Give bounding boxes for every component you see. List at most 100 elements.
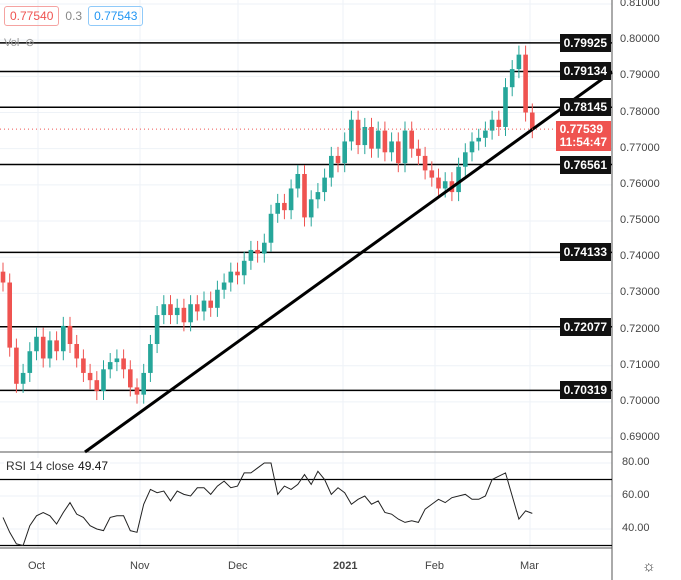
price-tick: 0.73000 xyxy=(620,286,660,299)
price-tick: 0.81000 xyxy=(620,0,660,9)
candle xyxy=(375,130,381,149)
candle xyxy=(315,192,321,200)
candle xyxy=(228,271,234,283)
candle xyxy=(396,141,401,164)
candle xyxy=(255,249,260,254)
candle xyxy=(67,325,73,344)
candle xyxy=(516,54,522,70)
level-price-tag: 0.74133 xyxy=(559,243,611,262)
candle xyxy=(268,213,274,243)
time-tick: Dec xyxy=(228,560,248,572)
candle xyxy=(161,304,167,316)
rsi-tick: 40.00 xyxy=(622,522,650,534)
rsi-label: RSI 14 close xyxy=(6,459,75,473)
candle xyxy=(335,155,341,164)
volume-legend: Vol ⊘ xyxy=(4,36,35,50)
level-price-tag: 0.70319 xyxy=(559,381,611,400)
candle xyxy=(369,126,374,149)
eye-hidden-icon[interactable]: ⊘ xyxy=(25,37,35,49)
candle xyxy=(442,181,448,189)
price-tick: 0.75000 xyxy=(620,214,660,227)
candle xyxy=(215,289,220,308)
rsi-legend: RSI 14 close 49.47 xyxy=(4,458,111,474)
candle xyxy=(329,155,334,178)
candle xyxy=(523,54,528,113)
candle xyxy=(409,130,414,149)
volume-label: Vol xyxy=(4,36,20,49)
candle xyxy=(241,260,247,276)
candle xyxy=(355,119,361,146)
candle xyxy=(342,141,347,164)
candle xyxy=(489,119,495,131)
candle xyxy=(7,282,12,348)
candle xyxy=(174,307,180,316)
candle xyxy=(87,372,93,381)
candle xyxy=(262,242,267,254)
candle xyxy=(201,300,207,312)
candle xyxy=(382,130,388,153)
current-price-tag: 0.77539 11:54:47 xyxy=(555,121,611,151)
time-tick: 2021 xyxy=(333,560,358,572)
rsi-value: 49.47 xyxy=(78,459,109,473)
level-price-tag: 0.76561 xyxy=(559,155,611,174)
candle xyxy=(134,387,140,395)
candle xyxy=(0,271,6,283)
candle xyxy=(148,343,153,373)
candle xyxy=(308,199,314,218)
candle xyxy=(107,362,113,370)
candle xyxy=(288,188,294,211)
candle xyxy=(456,166,461,193)
candle xyxy=(476,137,481,142)
candle xyxy=(275,202,280,214)
time-tick: Mar xyxy=(520,560,539,572)
price-tick: 0.74000 xyxy=(620,250,660,263)
settings-gear-icon[interactable]: ☼ xyxy=(642,558,656,575)
candle xyxy=(422,155,428,171)
price-tick: 0.70000 xyxy=(620,394,660,407)
candle xyxy=(509,69,515,88)
time-tick: Nov xyxy=(130,560,150,572)
candle xyxy=(282,202,287,211)
candle xyxy=(181,307,187,323)
candle xyxy=(168,304,173,316)
candle xyxy=(302,173,307,218)
candle xyxy=(221,282,227,290)
time-tick: Feb xyxy=(425,560,444,572)
bid-price[interactable]: 0.77540 xyxy=(4,6,60,26)
candle xyxy=(248,249,254,261)
candle xyxy=(496,119,502,127)
candle xyxy=(154,315,160,344)
candle xyxy=(34,336,39,352)
candle xyxy=(14,347,19,384)
countdown: 11:54:47 xyxy=(559,135,607,149)
candle xyxy=(141,372,146,395)
candle xyxy=(20,372,26,384)
candle xyxy=(483,130,488,138)
candle xyxy=(389,141,394,153)
rsi-tick: 60.00 xyxy=(622,489,650,501)
price-tick: 0.71000 xyxy=(620,358,660,371)
candle xyxy=(94,380,100,392)
price-tick: 0.77000 xyxy=(620,141,660,154)
candle xyxy=(195,304,200,312)
rsi-line xyxy=(2,462,533,547)
candle xyxy=(61,325,66,352)
price-tick: 0.72000 xyxy=(620,322,660,335)
price-tick: 0.79000 xyxy=(620,69,660,82)
candle xyxy=(81,358,86,373)
candle xyxy=(54,340,59,352)
ask-price[interactable]: 0.77543 xyxy=(88,6,144,26)
candle xyxy=(208,300,213,308)
candle xyxy=(235,271,240,276)
candle xyxy=(436,177,441,189)
candle xyxy=(416,148,421,156)
candle xyxy=(40,336,46,359)
candle xyxy=(188,304,193,323)
price-tick: 0.78000 xyxy=(620,105,660,118)
level-price-tag: 0.79134 xyxy=(559,62,611,81)
candle xyxy=(74,343,79,359)
trend-line xyxy=(84,70,613,454)
level-price-tag: 0.78145 xyxy=(559,98,611,117)
candle xyxy=(101,369,106,392)
